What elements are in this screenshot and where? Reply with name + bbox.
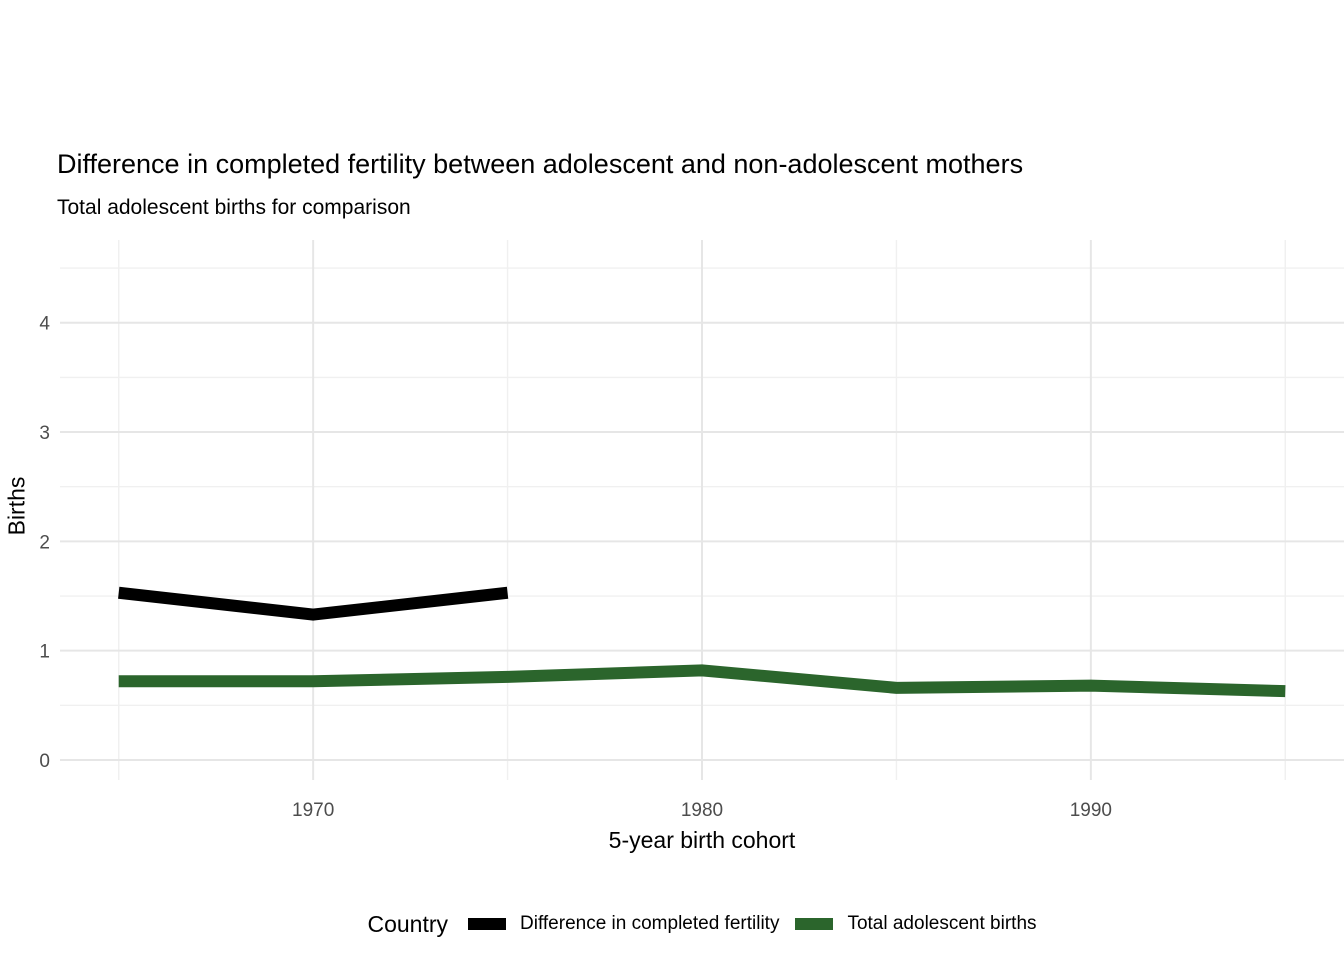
legend: Country Difference in completed fertilit… [60,908,1344,940]
x-tick-label: 1970 [292,800,334,821]
y-tick-label: 4 [39,314,50,335]
chart-subtitle: Total adolescent births for comparison [57,196,411,219]
y-tick-label: 3 [39,423,50,444]
legend-entry-difference: Difference in completed fertility [468,913,779,935]
legend-entry-total-births: Total adolescent births [795,913,1037,935]
y-tick-label: 2 [39,532,50,553]
x-tick-label: 1990 [1070,800,1112,821]
legend-label-difference: Difference in completed fertility [520,913,780,934]
legend-label-total-births: Total adolescent births [847,913,1037,934]
y-tick-label: 1 [39,642,50,663]
legend-key-total-births-swatch [795,918,834,930]
y-axis-title: Births [3,476,30,536]
x-tick-label: 1980 [681,800,723,821]
legend-key-difference-swatch [468,918,507,930]
chart-title: Difference in completed fertility betwee… [57,149,1024,179]
y-tick-label: 0 [39,751,50,772]
series-line-0 [118,586,509,621]
x-axis-title: 5-year birth cohort [608,827,796,853]
legend-title: Country [367,910,449,937]
series-line-1 [118,664,1286,698]
